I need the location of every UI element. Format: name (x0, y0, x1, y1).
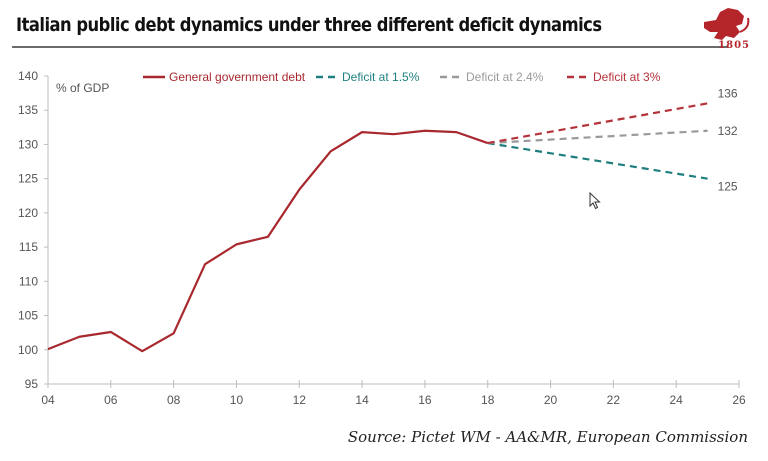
logo-year: 1805 (718, 40, 750, 51)
chart-title: Italian public debt dynamics under three… (16, 14, 602, 36)
y-tick-label: 100 (18, 343, 38, 357)
series-end-label: 125 (718, 180, 738, 194)
x-tick-label: 16 (418, 393, 432, 407)
series-end-label: 136 (718, 86, 738, 100)
x-tick-label: 20 (544, 393, 558, 407)
legend-label: Deficit at 3% (593, 70, 661, 84)
title-divider (12, 46, 728, 48)
x-tick-label: 26 (732, 393, 746, 407)
y-tick-label: 140 (18, 69, 38, 83)
x-tick-label: 06 (104, 393, 118, 407)
y-tick-label: 110 (19, 274, 38, 288)
lion-logo-icon (704, 8, 750, 40)
series-end-label: 132 (718, 124, 738, 138)
x-tick-label: 22 (607, 393, 621, 407)
x-tick-label: 14 (355, 393, 369, 407)
series-line-1 (487, 141, 708, 180)
x-tick-label: 12 (293, 393, 307, 407)
y-tick-label: 130 (18, 137, 38, 151)
y-tick-label: 120 (18, 206, 38, 220)
series-line-0 (47, 129, 489, 353)
legend-label: General government debt (169, 70, 306, 84)
legend-label: Deficit at 1.5% (342, 70, 420, 84)
y-tick-label: 105 (18, 309, 38, 323)
mouse-cursor-icon (589, 192, 601, 210)
y-tick-label: 115 (19, 240, 38, 254)
y-tick-label: 125 (18, 172, 38, 186)
x-tick-label: 08 (167, 393, 181, 407)
y-tick-label: 135 (18, 103, 38, 117)
x-tick-label: 18 (481, 393, 495, 407)
x-tick-label: 10 (230, 393, 244, 407)
series-line-3 (487, 102, 708, 145)
y-tick-label: 95 (25, 377, 39, 391)
x-tick-label: 04 (41, 393, 55, 407)
legend-label: Deficit at 2.4% (466, 70, 544, 84)
source-note: Source: Pictet WM - AA&MR, European Comm… (347, 428, 748, 446)
series-line-2 (487, 129, 708, 145)
x-tick-label: 24 (670, 393, 684, 407)
y-axis-label: % of GDP (56, 81, 109, 95)
